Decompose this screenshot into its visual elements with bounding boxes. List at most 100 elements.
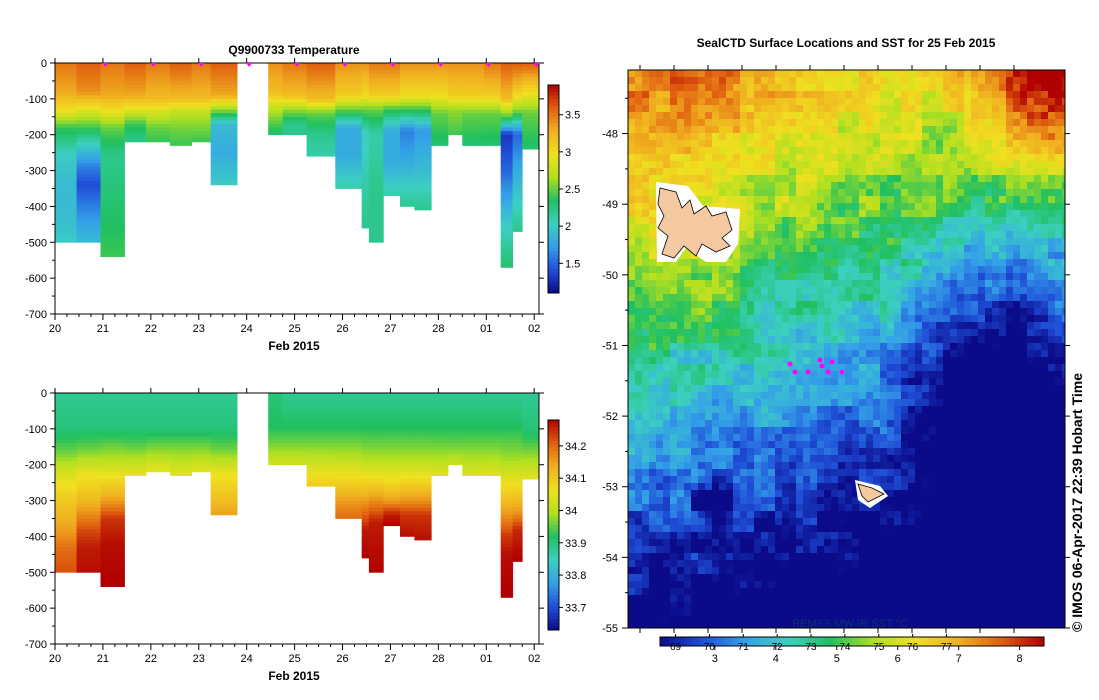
- sst-cell: [859, 147, 867, 155]
- sst-cell: [831, 140, 839, 148]
- sst-cell: [1062, 217, 1065, 225]
- sst-cell: [1006, 329, 1014, 337]
- sst-cell: [1034, 140, 1042, 148]
- sst-cell: [971, 364, 979, 372]
- bot-cell: [522, 450, 539, 455]
- top-cell: [170, 66, 192, 71]
- bot-cell: [76, 471, 101, 476]
- sst-cell: [726, 315, 734, 323]
- bot-cell: [522, 393, 539, 397]
- top-cell: [361, 66, 370, 71]
- sst-cell: [775, 126, 783, 134]
- top-cell: [500, 138, 514, 143]
- sst-cell: [845, 189, 853, 197]
- top-cell: [76, 174, 101, 179]
- bot-cell: [512, 421, 523, 426]
- top-cell: [500, 88, 514, 93]
- sst-cell: [873, 231, 881, 239]
- sst-cell: [796, 266, 804, 274]
- sst-cell: [866, 217, 874, 225]
- sst-cell: [740, 224, 748, 232]
- bot-cell: [76, 522, 101, 527]
- sst-cell: [950, 217, 958, 225]
- top-cell: [462, 95, 485, 100]
- sst-cell: [929, 287, 937, 295]
- sst-cell: [859, 336, 867, 344]
- bot-cell: [170, 432, 192, 437]
- bot-cell: [100, 547, 125, 552]
- top-cell: [100, 174, 125, 179]
- bot-cell: [512, 396, 523, 401]
- sst-cell: [684, 322, 692, 330]
- sst-cell: [936, 231, 944, 239]
- sst-cell: [964, 133, 972, 141]
- sst-cell: [649, 217, 657, 225]
- top-cell: [431, 77, 449, 82]
- sst-cell: [649, 140, 657, 148]
- sst-cell: [768, 77, 776, 85]
- bot-cell: [55, 525, 77, 530]
- sst-cell: [915, 343, 923, 351]
- sst-cell: [957, 91, 965, 99]
- sst-cell: [950, 378, 958, 386]
- bot-cell: [512, 486, 523, 491]
- sst-cell: [873, 189, 881, 197]
- sst-cell: [747, 329, 755, 337]
- top-cell: [500, 84, 514, 89]
- sst-cell: [999, 133, 1007, 141]
- sst-cell: [1006, 112, 1014, 120]
- bot-cell: [146, 464, 171, 469]
- sst-cell: [985, 252, 993, 260]
- sst-cell: [782, 119, 790, 127]
- bot-cell: [170, 425, 192, 430]
- sst-cell: [894, 301, 902, 309]
- sst-cell: [894, 357, 902, 365]
- sst-cell: [803, 322, 811, 330]
- top-cell: [146, 109, 171, 114]
- sst-cell: [971, 287, 979, 295]
- top-cell: [522, 124, 539, 128]
- sst-cell: [1062, 182, 1065, 190]
- sst-cell: [1048, 280, 1056, 288]
- top-colorbar-swatch: [548, 126, 559, 131]
- sst-cell: [740, 231, 748, 239]
- sst-cell: [719, 280, 727, 288]
- sst-cell: [663, 77, 671, 85]
- sst-cell: [824, 196, 832, 204]
- top-colorbar-swatch: [548, 150, 559, 155]
- sst-cell: [775, 217, 783, 225]
- sst-cell: [1055, 154, 1063, 162]
- sst-cell: [936, 98, 944, 106]
- bot-cell: [335, 500, 363, 505]
- bot-cell: [55, 554, 77, 559]
- sst-cell: [803, 126, 811, 134]
- top-cell: [100, 84, 125, 89]
- top-cell: [500, 95, 514, 100]
- bot-cell: [55, 489, 77, 494]
- sst-cell: [824, 399, 832, 407]
- bot-cell: [500, 418, 514, 423]
- sst-cell: [922, 196, 930, 204]
- sst-cell: [754, 224, 762, 232]
- bot-cell: [100, 514, 125, 519]
- top-cell: [383, 80, 401, 85]
- sst-cell: [796, 238, 804, 246]
- sst-cell: [936, 280, 944, 288]
- bot-cell: [522, 407, 539, 412]
- sst-cell: [705, 378, 713, 386]
- sst-cell: [1034, 371, 1042, 379]
- bot-cell: [512, 493, 523, 498]
- sst-cell: [971, 91, 979, 99]
- bot-cell: [414, 436, 432, 440]
- sst-cell: [1055, 287, 1063, 295]
- top-cell: [414, 109, 432, 114]
- top-cell: [522, 73, 539, 78]
- bot-cell: [76, 493, 101, 498]
- sst-cell: [922, 378, 930, 386]
- bot-cell: [76, 393, 101, 397]
- sst-cell: [1020, 189, 1028, 197]
- bot-cell: [400, 479, 415, 484]
- top-cell: [170, 102, 192, 107]
- sst-cell: [754, 112, 762, 120]
- sst-cell: [824, 182, 832, 190]
